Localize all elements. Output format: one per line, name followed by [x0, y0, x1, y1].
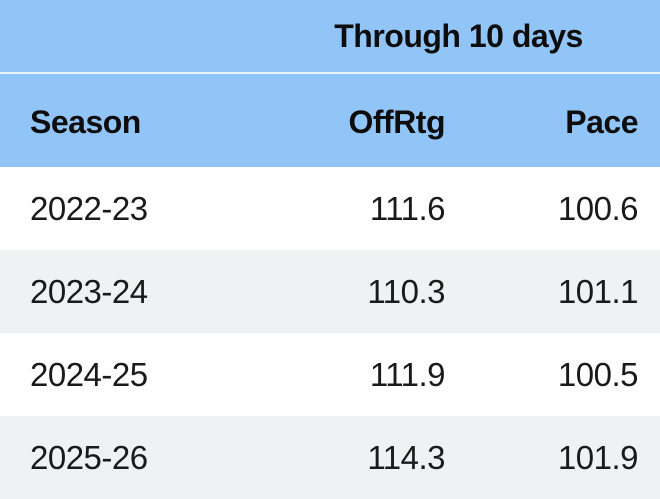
cell-pace: 100.6	[460, 167, 660, 250]
table-row: 2023-24 110.3 101.1	[0, 250, 660, 333]
cell-season: 2023-24	[0, 250, 270, 333]
cell-offrtg: 114.3	[270, 416, 460, 499]
column-header-offrtg: OffRtg	[270, 73, 460, 167]
table-title: Through 10 days	[270, 0, 660, 74]
cell-pace: 101.1	[460, 250, 660, 333]
column-header-row: Season OffRtg Pace	[0, 73, 660, 167]
table-row: 2022-23 111.6 100.6	[0, 167, 660, 250]
cell-season: 2025-26	[0, 416, 270, 499]
banner-spacer	[0, 0, 270, 74]
cell-pace: 100.5	[460, 333, 660, 416]
cell-season: 2022-23	[0, 167, 270, 250]
table-row: 2024-25 111.9 100.5	[0, 333, 660, 416]
cell-season: 2024-25	[0, 333, 270, 416]
column-header-season: Season	[0, 73, 270, 167]
banner-row: Through 10 days	[0, 0, 660, 74]
cell-offrtg: 111.9	[270, 333, 460, 416]
cell-offrtg: 111.6	[270, 167, 460, 250]
table-row: 2025-26 114.3 101.9	[0, 416, 660, 499]
column-header-pace: Pace	[460, 73, 660, 167]
cell-pace: 101.9	[460, 416, 660, 499]
cell-offrtg: 110.3	[270, 250, 460, 333]
